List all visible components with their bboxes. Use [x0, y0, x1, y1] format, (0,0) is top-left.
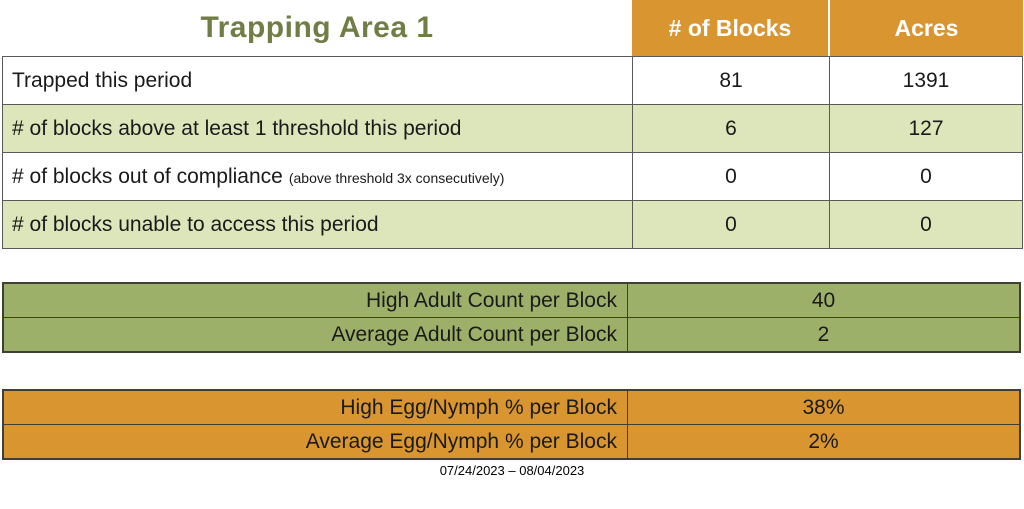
row-value: 2% — [808, 429, 839, 453]
blocks-value: 81 — [632, 57, 829, 104]
blocks-value: 0 — [632, 201, 829, 248]
row-label: Average Adult Count per Block — [4, 318, 628, 351]
table-row-high-adult: High Adult Count per Block 40 — [4, 284, 1019, 317]
row-label: High Egg/Nymph % per Block — [4, 391, 628, 424]
row-label: # of blocks unable to access this period — [3, 201, 632, 248]
table-row-above-threshold: # of blocks above at least 1 threshold t… — [3, 105, 1022, 153]
row-label: Average Egg/Nymph % per Block — [4, 425, 628, 458]
table-row-average-egg: Average Egg/Nymph % per Block 2% — [4, 424, 1019, 458]
row-label: # of blocks above at least 1 threshold t… — [3, 105, 632, 152]
report-header: Trapping Area 1 # of Blocks Acres — [2, 0, 1023, 56]
table-row-high-egg: High Egg/Nymph % per Block 38% — [4, 391, 1019, 424]
date-range: 07/24/2023 – 08/04/2023 — [439, 463, 585, 478]
acres-value: 127 — [829, 105, 1022, 152]
row-label: High Adult Count per Block — [4, 284, 628, 317]
adult-count-table: High Adult Count per Block 40 Average Ad… — [2, 282, 1021, 353]
row-label-text: # of blocks above at least 1 threshold t… — [12, 116, 462, 140]
table-row-average-adult: Average Adult Count per Block 2 — [4, 317, 1019, 351]
title-cell: Trapping Area 1 — [2, 0, 632, 56]
egg-nymph-table: High Egg/Nymph % per Block 38% Average E… — [2, 389, 1021, 460]
blocks-value: 6 — [632, 105, 829, 152]
acres-value: 1391 — [829, 57, 1022, 104]
column-header-acres: Acres — [828, 0, 1023, 56]
row-value: 38% — [802, 395, 845, 419]
page-title: Trapping Area 1 — [200, 11, 434, 44]
table-row-trapped: Trapped this period 81 1391 — [3, 57, 1022, 105]
row-label-text: # of blocks out of compliance — [12, 164, 283, 188]
acres-value: 0 — [829, 201, 1022, 248]
column-header-blocks: # of Blocks — [632, 0, 828, 56]
table-row-unable-to-access: # of blocks unable to access this period… — [3, 201, 1022, 249]
row-label: Trapped this period — [3, 57, 632, 104]
table-row-out-of-compliance: # of blocks out of compliance (above thr… — [3, 153, 1022, 201]
row-label-text: # of blocks unable to access this period — [12, 212, 379, 236]
row-value: 40 — [811, 288, 836, 312]
summary-table: Trapped this period 81 1391 # of blocks … — [2, 56, 1023, 249]
row-label-note: (above threshold 3x consecutively) — [288, 170, 505, 186]
blocks-value: 0 — [632, 153, 829, 200]
row-label: # of blocks out of compliance (above thr… — [3, 153, 632, 200]
acres-value: 0 — [829, 153, 1022, 200]
row-value: 2 — [817, 322, 830, 346]
row-label-text: Trapped this period — [12, 68, 193, 92]
